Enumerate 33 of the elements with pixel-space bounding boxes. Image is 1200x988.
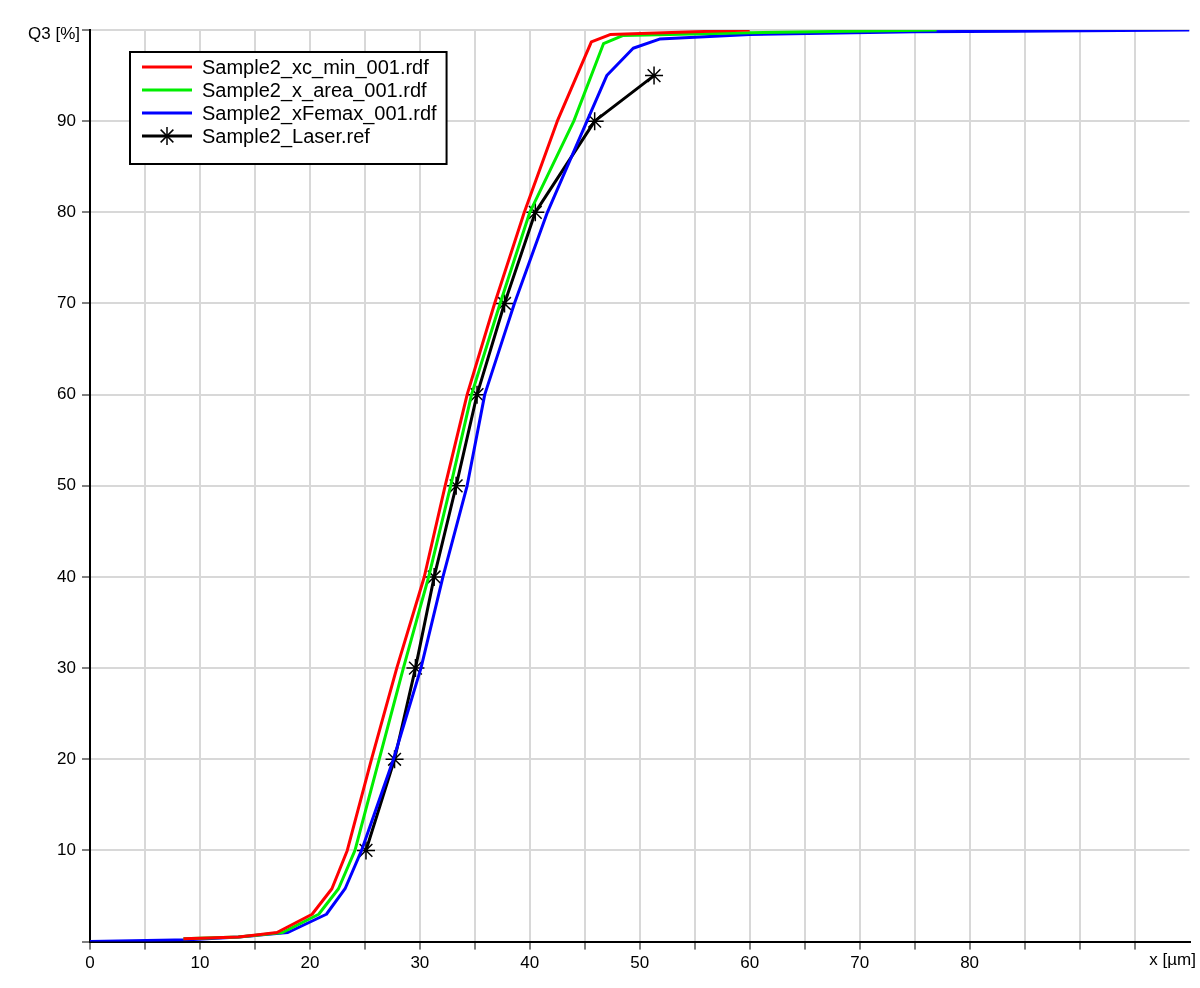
point [525, 202, 546, 223]
point [356, 840, 376, 861]
legend-label: Sample2_x_area_001.rdf [202, 78, 428, 102]
y-tick-label: 60 [57, 384, 76, 404]
y-tick-label: 80 [57, 202, 76, 222]
y-tick-label: 50 [57, 475, 76, 495]
legend-label: Sample2_xFemax_001.rdf [202, 101, 438, 125]
y-tick-label: 30 [57, 657, 76, 677]
point [494, 293, 515, 314]
x-tick-label: 60 [740, 953, 760, 973]
x-tick-label: 10 [190, 953, 210, 973]
point [446, 476, 466, 496]
y-tick-label: 20 [57, 748, 76, 768]
x-tick-label: 30 [410, 953, 430, 973]
y-axis-title: Q3 [%] [28, 23, 80, 43]
point [384, 749, 405, 770]
x-tick-label: 80 [960, 953, 980, 973]
x-axis-title: x [µm] [1149, 949, 1196, 969]
x-tick-label: 0 [85, 953, 95, 973]
y-tick-label: 40 [57, 566, 76, 586]
y-tick-label: 90 [57, 110, 76, 130]
point [644, 65, 664, 86]
point [405, 658, 426, 678]
x-tick-label: 20 [300, 953, 320, 973]
x-tick-label: 70 [850, 953, 870, 973]
point [424, 567, 444, 587]
x-tick-label: 40 [520, 953, 540, 973]
point [467, 384, 487, 405]
y-tick-label: 70 [57, 293, 76, 313]
legend-label: Sample2_xc_min_001.rdf [202, 55, 430, 79]
legend-label: Sample2_Laser.ref [202, 124, 371, 148]
y-tick-label: 10 [57, 840, 76, 860]
x-tick-label: 50 [630, 953, 650, 973]
